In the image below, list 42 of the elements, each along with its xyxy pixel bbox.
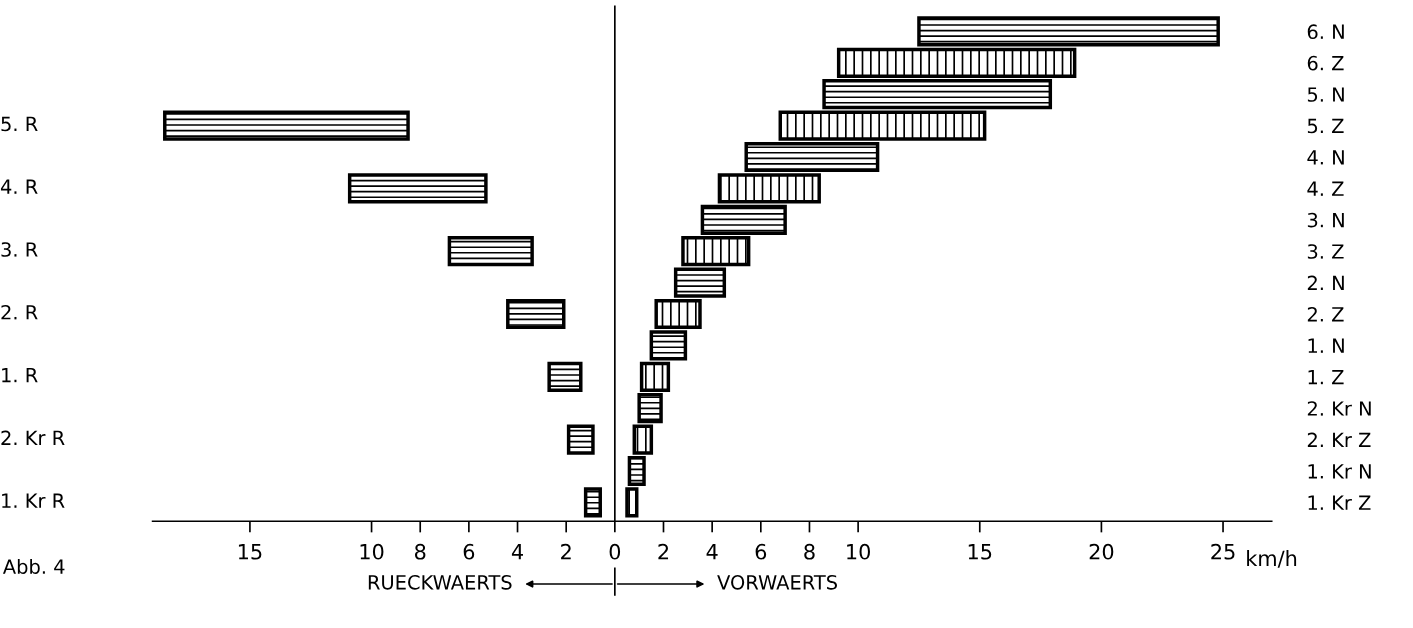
- text: 1. R: [2, 367, 38, 383]
- x-axis-title: km/h: [1247, 550, 1297, 568]
- text: 1. Kr R: [2, 493, 65, 508]
- x-tick-label: 10: [847, 543, 870, 560]
- x-tick-label: 2: [658, 543, 669, 560]
- y-tick-label: 1. N: [1308, 338, 1344, 353]
- x-tick-label: 25: [1211, 543, 1235, 560]
- y-tick-label: 1. Kr Z: [1308, 495, 1371, 510]
- x-tick-label: 15: [238, 544, 262, 560]
- y-tick-label: 1. Kr N: [1308, 464, 1371, 479]
- x-tick-label: 8: [804, 543, 815, 560]
- x-tick-label: 6: [463, 543, 475, 560]
- x-tick-label: 15: [968, 544, 992, 560]
- y-tick-label: 4. N: [1307, 150, 1344, 165]
- y-tick-label: 5. Z: [1307, 118, 1344, 134]
- caption: Abb. 4: [2, 558, 65, 574]
- y-tick-label: 3. N: [1307, 212, 1344, 228]
- text: RUECKWAERTS: [368, 574, 512, 590]
- text: 2. R: [1, 304, 38, 320]
- x-tick-label: 20: [1089, 543, 1114, 560]
- y-tick-label: 2. Kr Z: [1307, 432, 1371, 447]
- x-tick-label: 0: [609, 543, 621, 560]
- text: VORWAERTS: [717, 574, 837, 590]
- text: 2. Kr R: [1, 430, 65, 445]
- y-tick-label: 5. N: [1307, 87, 1344, 102]
- x-tick-label: 4: [706, 544, 718, 560]
- text: 5. R: [1, 116, 38, 132]
- text: 4. R: [0, 179, 38, 194]
- y-tick-label: 2. N: [1307, 275, 1344, 290]
- x-tick-label: 6: [755, 543, 767, 560]
- x-tick-label: 10: [360, 543, 384, 560]
- y-tick-label: 4. Z: [1307, 181, 1344, 196]
- x-tick-label: 8: [415, 543, 426, 560]
- y-tick-label: 1. Z: [1308, 370, 1344, 385]
- text: 3. R: [1, 242, 38, 257]
- x-tick-label: 2: [561, 543, 571, 560]
- x-tick-label: 4: [511, 544, 523, 560]
- y-tick-label: 3. Z: [1307, 244, 1344, 259]
- y-tick-label: 2. Kr N: [1307, 401, 1371, 416]
- y-tick-label: 6. Z: [1307, 55, 1344, 71]
- y-tick-label: 2. Z: [1307, 306, 1344, 322]
- y-tick-label: 6. N: [1307, 24, 1344, 40]
